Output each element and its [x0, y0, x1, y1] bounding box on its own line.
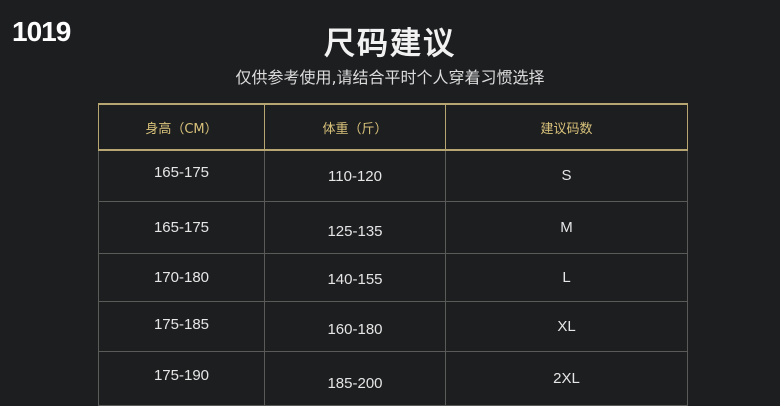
header-height: 身高（CM） [98, 103, 265, 151]
weight-cell: 160-180 [264, 301, 446, 352]
size-cell: XL [445, 301, 688, 352]
table-row: 165-175 110-120 S [98, 149, 688, 202]
table-row: 165-175 125-135 M [98, 201, 688, 254]
weight-cell: 125-135 [264, 201, 446, 254]
weight-cell: 185-200 [264, 351, 446, 406]
size-cell: S [445, 149, 688, 202]
height-cell: 170-180 [98, 253, 265, 302]
size-cell: L [445, 253, 688, 302]
size-cell: 2XL [445, 351, 688, 406]
corner-label: 1019 [12, 16, 71, 47]
height-cell: 175-185 [98, 301, 265, 352]
table-row: 170-180 140-155 L [98, 253, 688, 302]
size-cell: M [445, 201, 688, 254]
weight-cell: 140-155 [264, 253, 446, 302]
table-row: 175-190 185-200 2XL [98, 351, 688, 406]
size-table: 身高（CM） 体重（斤） 建议码数 165-175 110-120 S 165-175… [98, 103, 688, 406]
height-cell: 165-175 [98, 201, 265, 254]
table-header-row: 身高（CM） 体重（斤） 建议码数 [98, 103, 688, 151]
header-size: 建议码数 [445, 103, 688, 151]
weight-cell: 110-120 [264, 149, 446, 202]
page-title: 尺码建议 [324, 26, 456, 62]
height-cell: 165-175 [98, 149, 265, 202]
header-weight: 体重（斤） [264, 103, 446, 151]
table-row: 175-185 160-180 XL [98, 301, 688, 352]
height-cell: 175-190 [98, 351, 265, 406]
page-subtitle: 仅供参考使用,请结合平时个人穿着习惯选择 [235, 68, 545, 87]
